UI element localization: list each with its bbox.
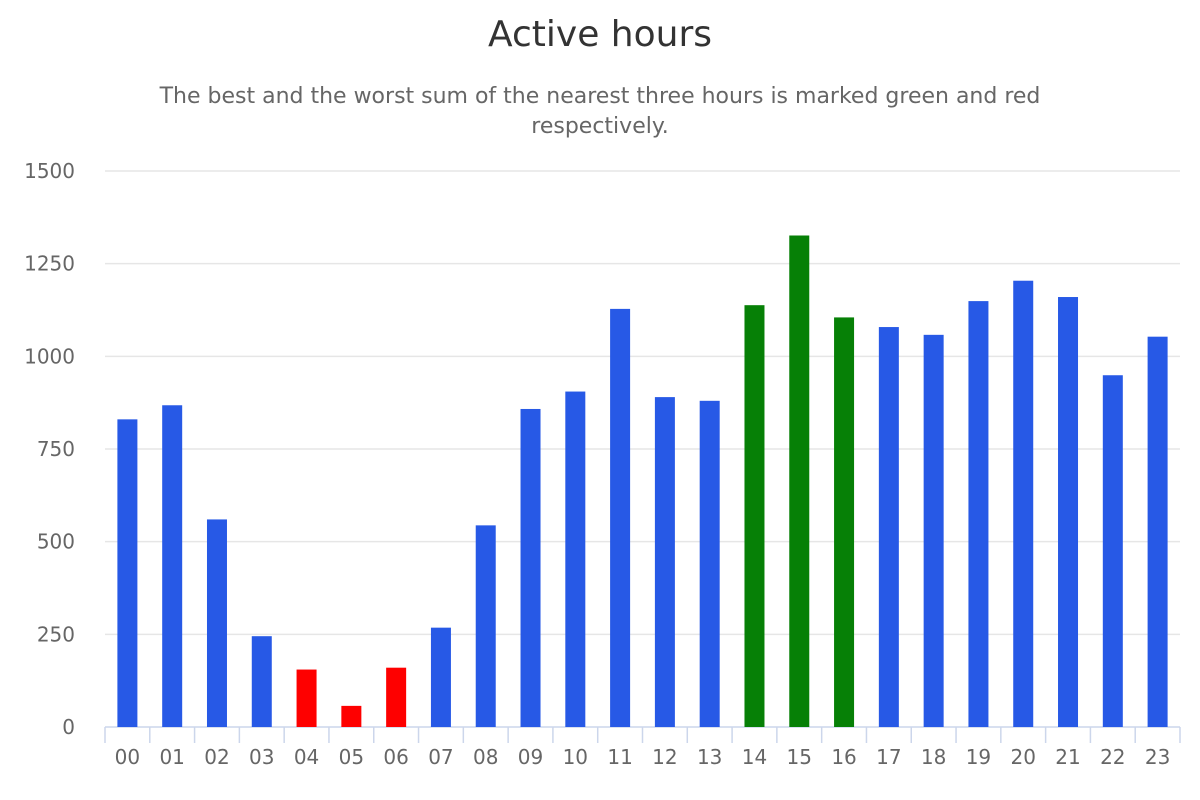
bar-18 — [923, 334, 944, 727]
y-tick-label: 1000 — [24, 344, 75, 368]
x-tick-label: 04 — [294, 745, 319, 769]
x-tick-label: 11 — [607, 745, 632, 769]
bar-15 — [789, 235, 810, 727]
x-tick-label: 15 — [787, 745, 812, 769]
chart-title: Active hours — [487, 14, 712, 55]
x-tick-label: 17 — [876, 745, 901, 769]
x-tick-label: 09 — [518, 745, 543, 769]
x-tick-label: 21 — [1055, 745, 1080, 769]
y-tick-label: 1250 — [24, 252, 75, 276]
y-tick-label: 0 — [62, 715, 75, 739]
bar-00 — [117, 419, 138, 727]
x-tick-label: 05 — [339, 745, 364, 769]
x-tick-label: 02 — [204, 745, 229, 769]
bar-21 — [1058, 297, 1079, 727]
bar-07 — [430, 627, 451, 727]
x-tick-label: 16 — [831, 745, 856, 769]
bar-16 — [834, 317, 855, 727]
x-tick-label: 07 — [428, 745, 453, 769]
bar-20 — [1013, 280, 1034, 727]
bar-13 — [699, 400, 720, 727]
bar-04 — [296, 669, 317, 727]
bar-05 — [341, 705, 362, 727]
x-tick-label: 14 — [742, 745, 767, 769]
bar-12 — [654, 397, 675, 727]
x-tick-label: 13 — [697, 745, 722, 769]
x-tick-label: 08 — [473, 745, 498, 769]
x-tick-label: 19 — [966, 745, 991, 769]
x-tick-label: 01 — [159, 745, 184, 769]
y-tick-label: 1500 — [24, 159, 75, 183]
bar-10 — [565, 391, 586, 727]
bar-03 — [251, 636, 272, 727]
bar-23 — [1147, 336, 1168, 727]
x-tick-label: 12 — [652, 745, 677, 769]
x-tick-label: 22 — [1100, 745, 1125, 769]
x-tick-label: 23 — [1145, 745, 1170, 769]
bar-22 — [1102, 375, 1123, 727]
y-tick-label: 500 — [37, 530, 75, 554]
bar-14 — [744, 305, 765, 727]
x-tick-label: 06 — [383, 745, 408, 769]
bar-02 — [206, 519, 227, 727]
bar-09 — [520, 408, 541, 727]
bar-01 — [162, 405, 183, 727]
bar-11 — [610, 308, 631, 727]
bar-08 — [475, 525, 496, 727]
y-tick-label: 250 — [37, 622, 75, 646]
x-tick-label: 03 — [249, 745, 274, 769]
x-tick-label: 20 — [1011, 745, 1036, 769]
bar-06 — [386, 667, 407, 727]
y-tick-label: 750 — [37, 437, 75, 461]
bar-19 — [968, 301, 989, 727]
x-tick-label: 00 — [115, 745, 140, 769]
chart-subtitle: The best and the worst sum of the neares… — [159, 84, 1041, 139]
x-tick-label: 18 — [921, 745, 946, 769]
x-tick-label: 10 — [563, 745, 588, 769]
bar-17 — [878, 327, 899, 727]
